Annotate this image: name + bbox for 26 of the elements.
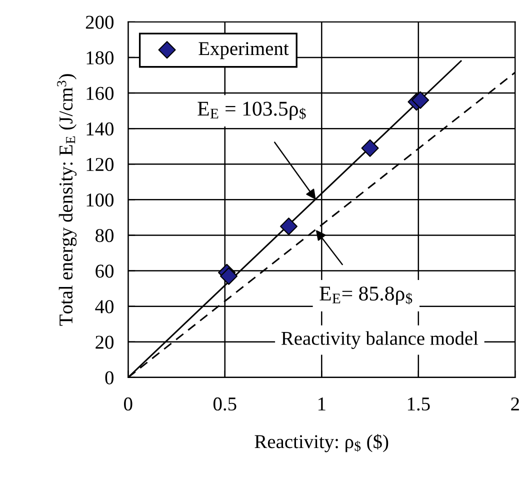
y-tick-label: 140 (86, 122, 114, 136)
legend-label: Experiment (198, 42, 289, 60)
y-axis-title: Total energy density: E$_{E}$ (J/cm$^{3}$) (57, 74, 77, 326)
y-tick-label: 180 (86, 51, 114, 64)
y-tick-label: 100 (86, 193, 114, 207)
y-tick-label: 120 (86, 158, 114, 172)
y-tick-label: 80 (96, 229, 114, 242)
y-tick-label: 20 (96, 336, 114, 349)
y-tick-label: 160 (86, 86, 114, 100)
x-tick-label: 1.5 (408, 398, 430, 411)
annotation: E$_{E}$= 85.8ρ$_{$}$ (320, 286, 412, 305)
x-tick-label: 2 (511, 397, 519, 410)
point (361, 139, 379, 157)
point (220, 267, 238, 285)
annotation: E$_{E}$ = 103.5ρ$_{$}$ (198, 102, 306, 120)
x-tick-label: 0.5 (213, 397, 236, 411)
y-tick-label: 200 (86, 16, 114, 29)
annotation: Reactivity balance model (281, 331, 478, 349)
x-tick-label: 1 (318, 398, 326, 410)
point (412, 91, 430, 109)
point (280, 218, 298, 236)
y-tick-label: 40 (95, 300, 114, 314)
x-axis-title: Reactivity: ρ$_{$}$ ($) (254, 434, 388, 452)
y-tick-label: 0 (105, 371, 114, 384)
x-tick-label: 0 (124, 397, 132, 411)
y-tick-label: 60 (96, 264, 114, 278)
